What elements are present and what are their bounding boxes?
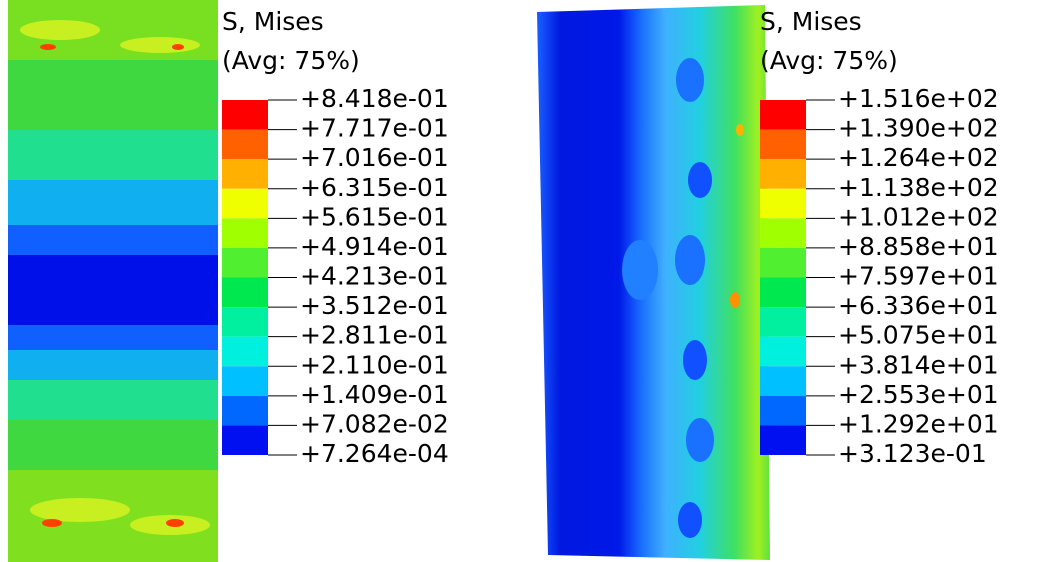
legends: S, Mises(Avg: 75%)+8.418e-01+7.717e-01+7…	[222, 7, 999, 468]
legend-title: S, Mises	[222, 7, 324, 36]
legend-label: +1.516e+02	[838, 84, 999, 113]
color-band	[222, 366, 268, 396]
legend-label: +2.110e-01	[300, 350, 449, 379]
legend-label: +7.597e+01	[838, 262, 999, 291]
legend-label: +3.814e+01	[838, 350, 999, 379]
color-band	[760, 366, 806, 396]
color-band	[760, 188, 806, 219]
color-band	[760, 100, 806, 130]
color-band	[222, 188, 268, 219]
legend-label: +1.264e+02	[838, 143, 999, 172]
legend-label: +7.717e-01	[300, 114, 449, 143]
legend-label: +7.016e-01	[300, 143, 449, 172]
legend-label: +8.418e-01	[300, 84, 449, 113]
legend-label: +8.858e+01	[838, 232, 999, 261]
color-band	[222, 307, 268, 337]
color-band	[222, 425, 268, 455]
left-contour	[8, 0, 218, 562]
color-band	[760, 129, 806, 160]
color-band	[222, 395, 268, 426]
color-band	[760, 218, 806, 248]
legend-label: +1.390e+02	[838, 114, 999, 143]
color-band	[760, 395, 806, 426]
color-band	[222, 277, 268, 308]
legend-label: +5.615e-01	[300, 202, 449, 231]
legend-label: +1.292e+01	[838, 409, 999, 438]
legend-label: +1.138e+02	[838, 173, 999, 202]
legend-subtitle: (Avg: 75%)	[222, 46, 360, 75]
color-band	[222, 159, 268, 189]
color-band	[222, 129, 268, 160]
legend-subtitle: (Avg: 75%)	[760, 46, 898, 75]
color-band	[760, 307, 806, 337]
legend-label: +4.213e-01	[300, 262, 449, 291]
legend-label: +6.336e+01	[838, 291, 999, 320]
legend-label: +1.012e+02	[838, 202, 999, 231]
legend-label: +3.512e-01	[300, 291, 449, 320]
color-band	[760, 247, 806, 278]
color-band	[760, 336, 806, 367]
color-band	[760, 277, 806, 308]
color-band	[760, 159, 806, 189]
color-band	[222, 247, 268, 278]
color-band	[222, 100, 268, 130]
color-band	[222, 218, 268, 248]
right-contour	[537, 5, 770, 560]
legend-label: +2.553e+01	[838, 380, 999, 409]
legend-label: +5.075e+01	[838, 321, 999, 350]
legend-title: S, Mises	[760, 7, 862, 36]
legend-label: +6.315e-01	[300, 173, 449, 202]
color-band	[760, 425, 806, 455]
color-band	[222, 336, 268, 367]
legend-label: +7.264e-04	[300, 439, 449, 468]
legend-label: +2.811e-01	[300, 321, 449, 350]
legend-label: +1.409e-01	[300, 380, 449, 409]
legend-label: +3.123e-01	[838, 439, 987, 468]
legend-label: +4.914e-01	[300, 232, 449, 261]
legend-label: +7.082e-02	[300, 409, 449, 438]
